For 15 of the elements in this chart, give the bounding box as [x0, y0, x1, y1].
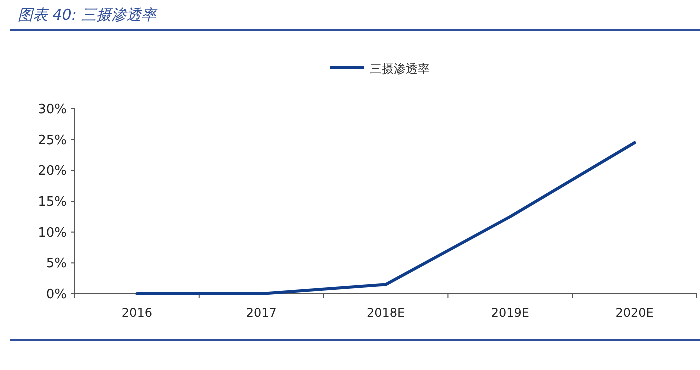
- x-tick-label: 2017: [246, 306, 277, 320]
- x-tick-label: 2016: [122, 306, 152, 320]
- y-tick-label: 5%: [46, 256, 67, 272]
- x-tick-label: 2018E: [366, 306, 406, 320]
- legend-label: 三摄渗透率: [370, 62, 430, 76]
- y-tick-label: 15%: [38, 195, 67, 210]
- y-tick-label: 30%: [38, 102, 67, 118]
- y-tick-label: 10%: [38, 226, 67, 241]
- y-tick-label: 0%: [46, 288, 67, 302]
- y-tick-label: 20%: [38, 164, 67, 180]
- x-tick-label: 2020E: [616, 306, 654, 320]
- chart-title: 图表 40: 三摄渗透率: [18, 6, 159, 24]
- x-tick-label: 2019E: [491, 306, 530, 320]
- line-series: [136, 141, 636, 296]
- y-tick-label: 25%: [38, 133, 67, 148]
